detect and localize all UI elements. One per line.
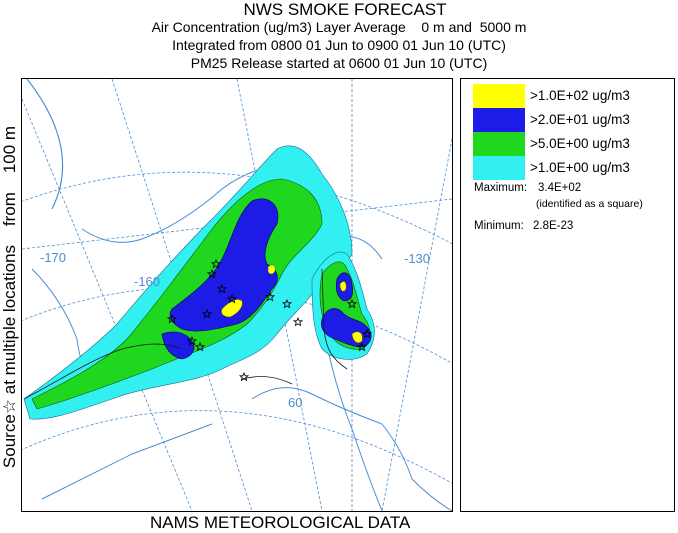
met-data-label: NAMS METEOROLOGICAL DATA [150,513,411,532]
source-star [361,328,373,339]
source-star [210,258,222,269]
lat-label-60: 60 [288,395,302,410]
lon-label-170: -170 [40,250,66,265]
legend-label: >1.0E+00 ug/m3 [530,160,630,175]
legend-panel: >1.0E+02 ug/m3 >2.0E+01 ug/m3 >5.0E+00 u… [460,78,675,512]
plume-blue-south [161,331,195,360]
legend-swatch-green [473,132,525,156]
source-star [346,298,358,309]
maximum-value: 3.4E+02 [538,182,582,194]
lon-label-160: -160 [134,274,160,289]
concentration-subtitle: Air Concentration (ug/m3) Layer Average … [151,19,527,35]
source-star [292,316,304,327]
source-star [206,268,218,279]
source-markers [166,258,373,382]
source-star [216,283,228,294]
source-star [238,371,250,382]
source-star [194,341,206,352]
legend-label: >5.0E+00 ug/m3 [530,136,630,151]
minimum-label: Minimum: [474,220,524,232]
source-label: Source☆ at multiple locations from 100 m [0,125,19,469]
plume-blue-main [169,198,279,332]
maximum-note: (identified as a square) [536,198,643,210]
legend-label: >2.0E+01 ug/m3 [530,112,630,127]
plume-yellow-main [221,299,243,318]
legend-swatch-cyan [473,156,525,180]
legend-swatch-blue [473,108,525,132]
arctic-circle [26,79,64,210]
coastlines [31,166,452,511]
source-star [356,341,368,352]
lon-label-130: -130 [404,251,430,266]
maximum-label: Maximum: [474,182,528,194]
source-star [226,293,238,304]
integration-period: Integrated from 0800 01 Jun to 0900 01 J… [172,37,506,53]
source-star [186,335,198,346]
plume-yellow-southeast [351,331,363,343]
legend-swatch-yellow [473,84,525,108]
forecast-title: NWS SMOKE FORECAST [243,0,447,19]
legend-label: >1.0E+02 ug/m3 [530,88,630,103]
source-star [166,313,178,324]
source-star [281,298,293,309]
plume-yellow-north [267,264,276,275]
smoke-map: -170 -160 -130 60 [21,78,453,512]
map-canvas: -170 -160 -130 60 [22,79,452,511]
source-star [264,291,276,302]
plume-yellow-east [339,281,347,292]
release-info: PM25 Release started at 0600 01 Jun 10 (… [190,55,488,71]
coastline-overlay [23,268,348,400]
source-star [201,308,213,319]
minimum-value: 2.8E-23 [533,220,574,232]
